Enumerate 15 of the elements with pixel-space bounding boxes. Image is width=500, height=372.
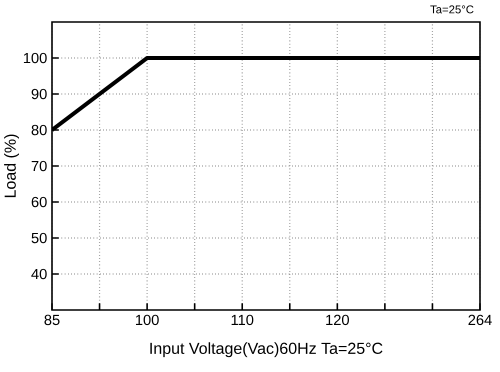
y-tick-label: 90 bbox=[32, 88, 47, 100]
y-tick-label: 80 bbox=[32, 124, 47, 136]
y-tick-label: 40 bbox=[31, 268, 47, 280]
x-axis-title: Input Voltage(Vac)60Hz Ta=25°C bbox=[150, 342, 382, 358]
y-tick-label: 70 bbox=[32, 160, 47, 172]
x-tick-label: 120 bbox=[326, 314, 349, 326]
text: Ta=25°C bbox=[430, 5, 474, 14]
x-tick-label: 85 bbox=[44, 314, 60, 326]
x-tick-label: 264 bbox=[468, 314, 492, 326]
y-tick-label: 100 bbox=[24, 52, 47, 64]
y-axis-title: Load (%) bbox=[4, 134, 19, 198]
x-tick-label: 110 bbox=[232, 314, 254, 326]
y-tick-label: 50 bbox=[32, 232, 47, 244]
x-tick-label: 100 bbox=[136, 314, 159, 326]
y-tick-label: 60 bbox=[32, 196, 47, 208]
